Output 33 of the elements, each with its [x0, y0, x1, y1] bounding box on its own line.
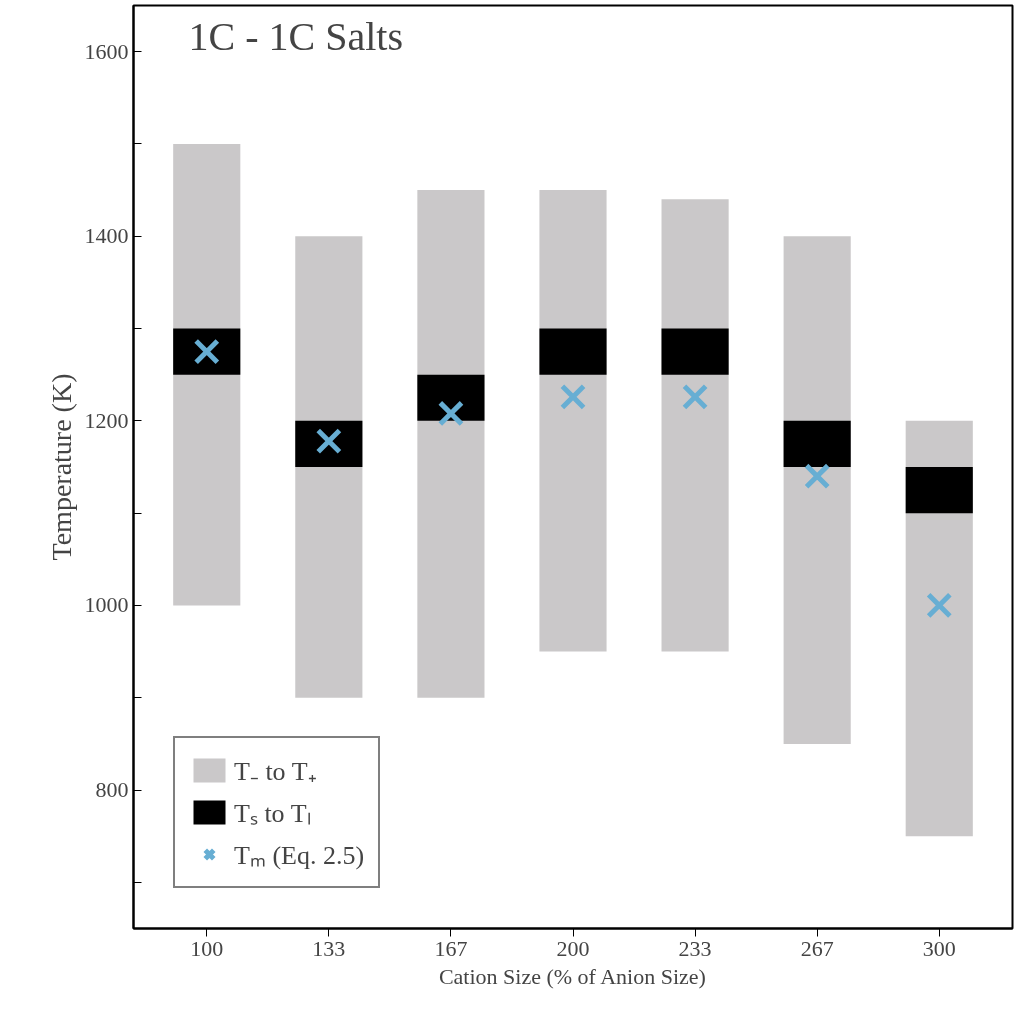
y-tick-label: 800	[95, 777, 129, 803]
bar	[661, 328, 729, 375]
bar	[173, 143, 241, 606]
point	[559, 383, 587, 410]
x-tick-label: 267	[800, 935, 834, 961]
point	[804, 463, 831, 490]
point	[681, 383, 709, 410]
point	[437, 400, 465, 427]
y-axis-title: Temperature (K)	[45, 373, 77, 561]
legend-label: T₋ to T₊	[234, 756, 317, 788]
x-tick-label: 100	[190, 935, 224, 961]
x-axis-title: Cation Size (% of Anion Size)	[438, 963, 706, 989]
bar	[417, 374, 485, 421]
x-tick-label: 167	[434, 935, 468, 961]
point	[926, 592, 953, 619]
bar	[783, 420, 851, 467]
chart-title: 1C - 1C Salts	[188, 13, 403, 59]
legend-label: Tₘ (Eq. 2.5)	[234, 840, 365, 872]
bar	[539, 328, 607, 375]
y-tick-label: 1200	[84, 407, 129, 433]
x-tick-label: 300	[922, 935, 956, 961]
bar	[295, 420, 363, 467]
x-tick-label: 200	[556, 935, 590, 961]
bar	[173, 328, 241, 375]
y-tick-label: 1600	[84, 38, 129, 64]
y-tick-label: 1400	[84, 223, 129, 249]
bar	[905, 467, 973, 514]
legend-label: Tₛ to Tₗ	[234, 798, 311, 830]
bar	[783, 236, 851, 744]
x-tick-label: 133	[312, 935, 346, 961]
y-tick-label: 1000	[84, 592, 129, 618]
x-tick-label: 233	[678, 935, 712, 961]
bar	[417, 190, 485, 698]
